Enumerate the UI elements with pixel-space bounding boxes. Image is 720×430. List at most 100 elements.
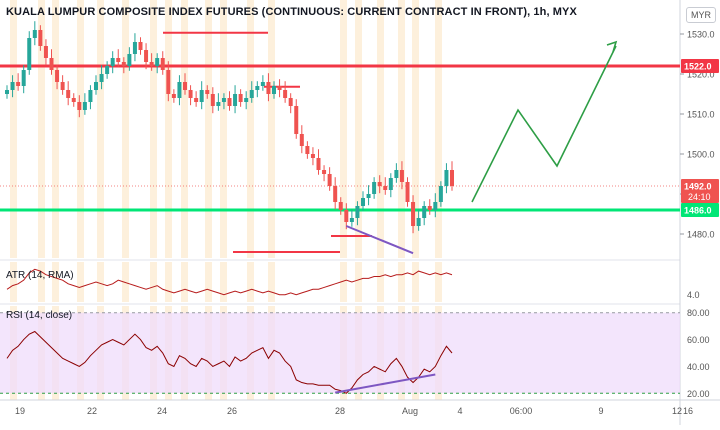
candle-body xyxy=(205,90,210,94)
atr-line xyxy=(6,268,453,296)
session-shade xyxy=(150,0,157,258)
last-price-label-countdown: 24:10 xyxy=(688,192,711,202)
candle-body xyxy=(244,98,249,102)
candle-body xyxy=(422,206,427,218)
time-axis-label: 16 xyxy=(683,406,693,416)
session-shade xyxy=(97,262,104,302)
candle-body xyxy=(310,154,315,158)
candle-body xyxy=(160,58,165,70)
candle-body xyxy=(288,98,293,106)
candle-body xyxy=(294,106,299,134)
candle-body xyxy=(121,62,126,66)
last-price-label: 1492.0 xyxy=(684,182,712,192)
rsi-divergence-line xyxy=(335,373,436,394)
candle-body xyxy=(433,202,438,210)
time-axis-label: 24 xyxy=(157,406,167,416)
price-axis-label: 1530.0 xyxy=(687,30,715,40)
candle-body xyxy=(5,90,9,94)
candle-body xyxy=(361,198,365,206)
candle-body xyxy=(333,186,338,202)
session-shade xyxy=(52,0,59,258)
candle-body xyxy=(88,90,93,102)
candle-body xyxy=(427,206,432,210)
time-axis-label: 06:00 xyxy=(510,406,533,416)
session-shade xyxy=(77,262,84,302)
projection-arrowhead xyxy=(606,40,618,53)
session-shade xyxy=(340,0,347,258)
support-label-bg xyxy=(681,203,719,217)
atr-axis-label: 4.0 xyxy=(687,290,700,300)
session-shade xyxy=(122,262,129,302)
candle-body xyxy=(99,74,104,82)
candle-body xyxy=(283,90,288,98)
candle-body xyxy=(272,86,276,94)
candle-body xyxy=(338,202,343,210)
candle-body xyxy=(450,170,454,186)
candle-body xyxy=(38,30,43,46)
session-shade xyxy=(38,262,45,302)
session-shade xyxy=(77,0,84,258)
time-axis-label: Aug xyxy=(402,406,418,416)
candle-body xyxy=(366,194,371,198)
candle-body xyxy=(71,98,76,102)
candle-body xyxy=(116,58,121,62)
candle-body xyxy=(388,178,393,190)
candle-body xyxy=(49,58,54,70)
price-axis-label: 1520.0 xyxy=(687,70,715,80)
candle-body xyxy=(43,46,48,58)
session-shade xyxy=(412,0,419,258)
candle-body xyxy=(94,82,98,90)
session-shade xyxy=(10,0,17,258)
candle-body xyxy=(194,98,199,102)
session-shade xyxy=(10,262,17,302)
candle-body xyxy=(411,202,416,226)
candle-body xyxy=(155,58,160,66)
candle-body xyxy=(82,102,87,110)
candle-body xyxy=(327,174,332,186)
candle-body xyxy=(127,54,132,66)
session-shade xyxy=(38,0,45,258)
candle-body xyxy=(149,62,154,66)
session-shade xyxy=(220,0,227,258)
session-shade xyxy=(247,262,254,302)
candle-body xyxy=(216,102,221,106)
session-shade xyxy=(355,0,362,258)
candle-body xyxy=(188,90,193,98)
candle-body xyxy=(199,90,204,102)
candle-body xyxy=(266,82,271,94)
candle-body xyxy=(383,186,388,190)
support-label: 1486.0 xyxy=(684,206,712,216)
session-shade xyxy=(355,262,362,302)
candle-body xyxy=(32,30,37,38)
session-shade xyxy=(377,0,384,258)
session-shade xyxy=(435,0,442,258)
session-shade xyxy=(165,262,172,302)
session-shade xyxy=(247,0,254,258)
price-axis-label: 1500.0 xyxy=(687,150,715,160)
currency-badge[interactable]: MYR xyxy=(686,7,716,23)
candle-body xyxy=(249,90,254,98)
candle-body xyxy=(438,186,443,202)
candle-body xyxy=(55,70,60,82)
atr-label: ATR (14, RMA) xyxy=(6,270,74,281)
candle-body xyxy=(10,82,15,90)
rsi-axis-label: 60.00 xyxy=(687,335,710,345)
candle-body xyxy=(299,134,304,146)
time-axis-label: 26 xyxy=(227,406,237,416)
rsi-axis-label: 80.00 xyxy=(687,308,710,318)
session-shade xyxy=(122,0,129,258)
candle-body xyxy=(322,170,327,174)
session-shade xyxy=(52,262,59,302)
session-shade xyxy=(398,262,405,302)
candle-body xyxy=(60,82,65,90)
session-shade xyxy=(165,0,172,258)
candle-body xyxy=(105,66,110,74)
session-shade xyxy=(435,262,442,302)
chart-title: KUALA LUMPUR COMPOSITE INDEX FUTURES (CO… xyxy=(6,6,577,18)
price-axis-label: 1510.0 xyxy=(687,110,715,120)
candle-body xyxy=(260,82,265,86)
candle-body xyxy=(316,158,321,170)
candle-body xyxy=(77,102,82,110)
